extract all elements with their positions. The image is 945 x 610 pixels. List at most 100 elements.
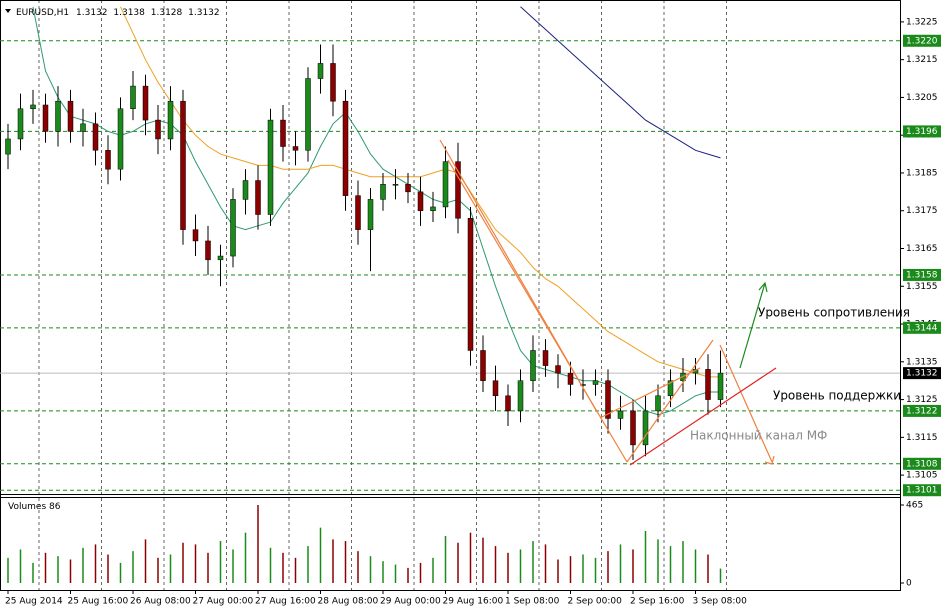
candle-body — [92, 123, 99, 151]
menu-triangle[interactable] — [5, 9, 11, 13]
arrow-head — [758, 281, 768, 293]
candle-body — [105, 150, 111, 170]
ohlc-value: 1.3132 — [76, 8, 108, 18]
volume-label: Volumes — [8, 502, 46, 512]
level-tag — [903, 457, 941, 470]
x-tick-label: 25 Aug 16:00 — [68, 597, 129, 607]
candle-body — [380, 184, 386, 200]
annotation: Уровень поддержки — [773, 389, 901, 403]
last-price-tag — [903, 367, 941, 380]
y-tick-label: 1.3165 — [906, 244, 938, 254]
candle-body — [430, 206, 436, 211]
y-tick-label: 1.3105 — [906, 471, 938, 481]
candle-body — [667, 380, 674, 397]
candle-body — [480, 350, 486, 381]
candle-body — [592, 380, 599, 385]
candle-body — [405, 184, 411, 193]
candle-body — [605, 380, 611, 419]
candle-body — [317, 63, 324, 79]
candle-body — [205, 240, 211, 261]
y-tick-label: 1.3135 — [906, 357, 938, 367]
candle-body — [542, 350, 549, 366]
candle-body — [192, 229, 199, 242]
ohlc-value: 1.3138 — [113, 8, 145, 18]
candle-body — [55, 100, 61, 132]
x-tick-label: 28 Aug 08:00 — [318, 597, 379, 607]
ohlc-value: 1.3128 — [151, 8, 183, 18]
candle-body — [567, 372, 574, 385]
x-tick-label: 2 Sep 00:00 — [568, 597, 623, 607]
candle-body — [555, 365, 561, 374]
candle-body — [280, 119, 286, 147]
candle-body — [455, 161, 461, 219]
candle-body — [117, 108, 124, 170]
candle-body — [217, 255, 224, 261]
level-label: 1.3220 — [906, 36, 938, 46]
candle-body — [80, 123, 86, 132]
candle-body — [42, 104, 49, 132]
candle-body — [155, 119, 161, 140]
candle-body — [355, 195, 361, 230]
chart-frame — [0, 0, 901, 591]
level-tag — [903, 34, 941, 47]
candle-body — [67, 100, 74, 132]
x-tick-label: 1 Sep 08:00 — [505, 597, 560, 607]
volume-last: 86 — [49, 502, 61, 512]
level-label: 1.3158 — [906, 270, 938, 280]
candle-body — [492, 380, 499, 397]
candle-body — [342, 100, 349, 196]
candle-body — [717, 372, 724, 400]
candle-body — [530, 350, 536, 381]
arrow — [739, 282, 766, 369]
candle-body — [267, 119, 274, 215]
candle-body — [305, 78, 311, 151]
arrow-head — [764, 455, 775, 465]
volume-tick-label: 0 — [906, 579, 912, 589]
y-tick-label: 1.3225 — [906, 17, 938, 27]
candle-body — [230, 199, 236, 257]
level-tag — [903, 321, 941, 334]
y-tick-label: 1.3215 — [906, 55, 938, 65]
candle-body — [705, 369, 711, 400]
x-tick-label: 27 Aug 16:00 — [255, 597, 316, 607]
candle-body — [517, 380, 524, 412]
candle-body — [5, 138, 11, 155]
volume-tick-label: 465 — [906, 501, 923, 511]
x-tick-label: 29 Aug 00:00 — [380, 597, 441, 607]
candle-body — [642, 410, 649, 446]
candle-body — [130, 85, 136, 110]
x-tick-label: 26 Aug 08:00 — [130, 597, 191, 607]
last-price-label: 1.3132 — [906, 369, 938, 379]
level-label: 1.3144 — [906, 323, 938, 333]
trend-line — [626, 339, 714, 463]
candle-body — [467, 218, 474, 351]
candle-body — [17, 108, 24, 140]
candle-body — [442, 161, 449, 208]
candle-body — [655, 395, 661, 412]
trend-line — [447, 159, 628, 463]
level-label: 1.3196 — [906, 127, 938, 137]
volume-title: Volumes 86 — [8, 502, 61, 512]
candle-body — [167, 100, 174, 140]
candle-body — [292, 146, 299, 151]
level-tag — [903, 404, 941, 417]
candle-body — [417, 191, 424, 211]
y-tick-label: 1.3205 — [906, 93, 938, 103]
x-tick-label: 3 Sep 08:00 — [693, 597, 748, 607]
x-tick-label: 27 Aug 00:00 — [193, 597, 254, 607]
ohlc-value: 1.3132 — [188, 8, 220, 18]
trend-line — [719, 344, 773, 463]
moving-average — [520, 6, 721, 159]
candle-body — [142, 85, 149, 121]
x-tick-label: 2 Sep 16:00 — [630, 597, 685, 607]
x-tick-label: 29 Aug 16:00 — [443, 597, 504, 607]
level-label: 1.3122 — [906, 406, 938, 416]
candle-body — [30, 104, 36, 110]
x-tick-label: 25 Aug 2014 — [5, 597, 63, 607]
candle-body — [617, 410, 624, 419]
candle-body — [580, 384, 586, 386]
level-label: 1.3108 — [906, 459, 938, 469]
annotation: Наклонный канал МФ — [690, 429, 827, 443]
y-tick-label: 1.3185 — [906, 168, 938, 178]
